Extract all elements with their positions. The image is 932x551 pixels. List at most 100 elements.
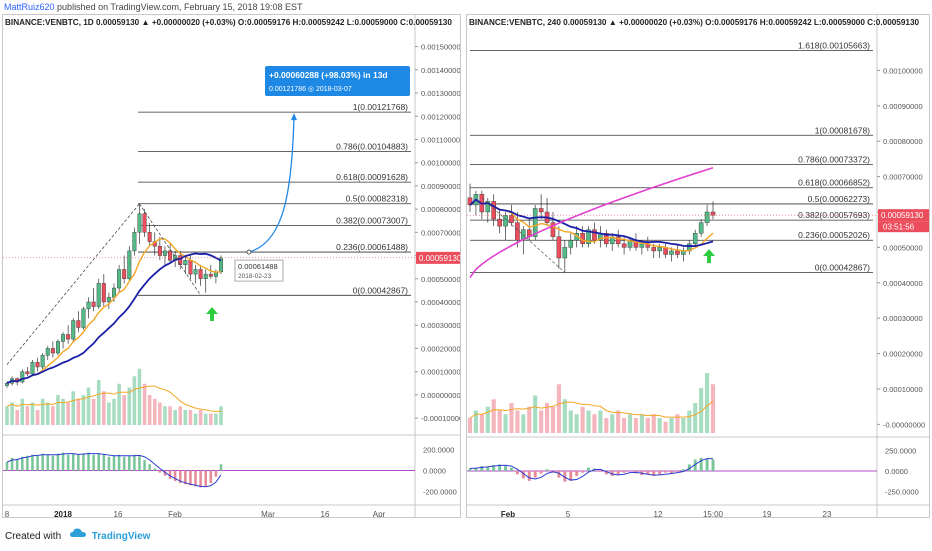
point-tooltip-price: 0.00061488 xyxy=(238,262,278,271)
volume-bar xyxy=(562,399,567,433)
green-up-arrow-icon xyxy=(703,249,715,263)
volume-bar xyxy=(5,406,9,425)
price-tick-label: 0.00040000 xyxy=(883,279,923,288)
candle-body xyxy=(503,215,508,227)
volume-bar xyxy=(604,418,609,433)
volume-bar xyxy=(219,406,223,425)
author-link[interactable]: MattRuiz620 xyxy=(4,2,55,12)
time-tick-label: 5 xyxy=(566,510,571,518)
price-tick-label: 0.00110000 xyxy=(421,135,460,144)
countdown-badge xyxy=(878,221,929,233)
volume-bar xyxy=(479,414,484,433)
volume-bar xyxy=(610,414,615,433)
candle-body xyxy=(203,273,208,279)
volume-bar xyxy=(188,410,193,425)
candle-body xyxy=(704,211,710,223)
price-tick-label: 0.00020000 xyxy=(421,344,461,353)
projection-curve xyxy=(248,116,295,253)
tradingview-brand[interactable]: TradingView xyxy=(91,530,151,542)
volume-bar xyxy=(209,413,213,425)
current-price-badge xyxy=(416,251,460,264)
volume-bar xyxy=(616,410,621,433)
volume-bar xyxy=(102,391,106,425)
candle-body xyxy=(101,283,106,303)
candle-body xyxy=(193,269,198,275)
price-tick-label: 0.00050000 xyxy=(421,275,461,284)
fib-level-label: 0.236(0.00061488) xyxy=(336,242,408,252)
trend-dashed-line-down xyxy=(481,197,566,273)
volume-bar xyxy=(645,418,650,433)
volume-bar xyxy=(10,402,14,425)
volume-bar xyxy=(574,414,579,433)
volume-bar xyxy=(214,413,218,425)
ma-blue-line xyxy=(6,252,222,385)
volume-bar xyxy=(497,410,502,433)
candle-body xyxy=(188,259,193,275)
fib-level-label: 0(0.00042867) xyxy=(353,285,408,295)
volume-bar xyxy=(657,418,662,433)
volume-bar xyxy=(51,406,55,425)
time-tick-label: 16 xyxy=(114,510,123,518)
candle-body xyxy=(556,236,562,259)
candle-body xyxy=(657,247,662,252)
volume-bar xyxy=(669,418,674,433)
candle-body xyxy=(142,213,147,233)
volume-bar xyxy=(675,414,680,433)
candle-body xyxy=(491,201,496,220)
volume-bar xyxy=(568,410,573,433)
ma-magenta-line xyxy=(469,166,714,278)
volume-bar xyxy=(203,413,208,425)
chart-4h-svg[interactable]: 0.00100000 0.00090000 0.00080000 0.00070000… xyxy=(467,15,930,518)
candle-body xyxy=(568,240,574,248)
volume-bar xyxy=(15,410,19,425)
candle-body xyxy=(66,334,71,340)
chart-daily-svg[interactable]: 0.00150000 0.00140000 0.00130000 0.00120000… xyxy=(3,15,461,518)
projection-sublabel: 0.00121786 ◎ 2018-03-07 xyxy=(269,86,352,93)
volume-bar xyxy=(704,373,710,433)
volume-bar xyxy=(56,395,60,425)
candle-body xyxy=(710,211,716,216)
time-tick-label: 15:00 xyxy=(703,510,724,518)
volume-bar xyxy=(521,414,526,433)
volume-bar xyxy=(586,410,591,433)
fib-level-label: 1.618(0.00105663) xyxy=(798,40,870,50)
trend-dashed-line-down xyxy=(139,203,201,296)
time-tick-label: 23 xyxy=(823,510,832,518)
fib-level-label: 1(0.00081678) xyxy=(815,125,870,135)
chart-panel-daily[interactable]: 0.00150000 0.00140000 0.00130000 0.00120000… xyxy=(2,14,461,518)
candle-body xyxy=(30,362,35,375)
volume-bar xyxy=(107,402,111,425)
price-tick-label: 0.00130000 xyxy=(421,89,461,98)
publish-info: published on TradingView.com, February 1… xyxy=(57,2,303,12)
volume-bar xyxy=(45,402,50,425)
candle-body xyxy=(692,233,698,245)
time-tick-label: 19 xyxy=(763,510,772,518)
candle-body xyxy=(55,341,60,354)
candle-body xyxy=(106,297,111,303)
price-tick-label: 0.00030000 xyxy=(421,321,461,330)
volume-bar xyxy=(96,380,101,425)
price-tick-label: 0.00080000 xyxy=(883,137,923,146)
candle-body xyxy=(467,197,473,206)
green-up-arrow-icon xyxy=(206,307,218,321)
projection-arrowhead xyxy=(291,113,297,121)
candle-body xyxy=(509,215,514,223)
volume-bar xyxy=(639,414,644,433)
chart-panel-4h[interactable]: 0.00100000 0.00090000 0.00080000 0.00070000… xyxy=(466,14,930,518)
osc-line xyxy=(6,453,222,488)
volume-bar xyxy=(20,398,25,425)
candle-body xyxy=(586,229,591,245)
volume-bar xyxy=(550,406,556,433)
candle-body xyxy=(669,250,674,255)
volume-bar xyxy=(30,402,35,425)
osc-tick-label: 0.0000 xyxy=(885,467,908,476)
volume-bar xyxy=(112,398,116,425)
fib-level-label: 0.5(0.00062273) xyxy=(808,194,871,204)
volume-bar xyxy=(81,395,86,425)
volume-bar xyxy=(91,398,96,425)
time-tick-label: Feb xyxy=(168,510,182,518)
volume-bar xyxy=(40,398,45,425)
fib-level-label: 0.618(0.00066852) xyxy=(798,178,870,188)
price-tick-label: 0.00000000 xyxy=(421,391,461,400)
time-tick-label: 2018 xyxy=(54,510,72,518)
